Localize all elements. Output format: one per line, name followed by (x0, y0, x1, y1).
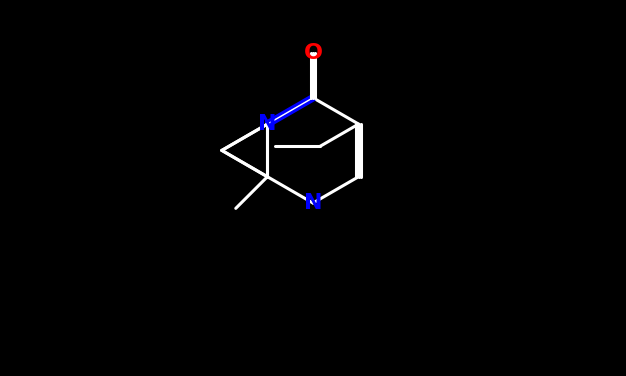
Text: O: O (304, 43, 322, 63)
Text: N: N (258, 114, 277, 134)
Text: N: N (304, 193, 322, 213)
